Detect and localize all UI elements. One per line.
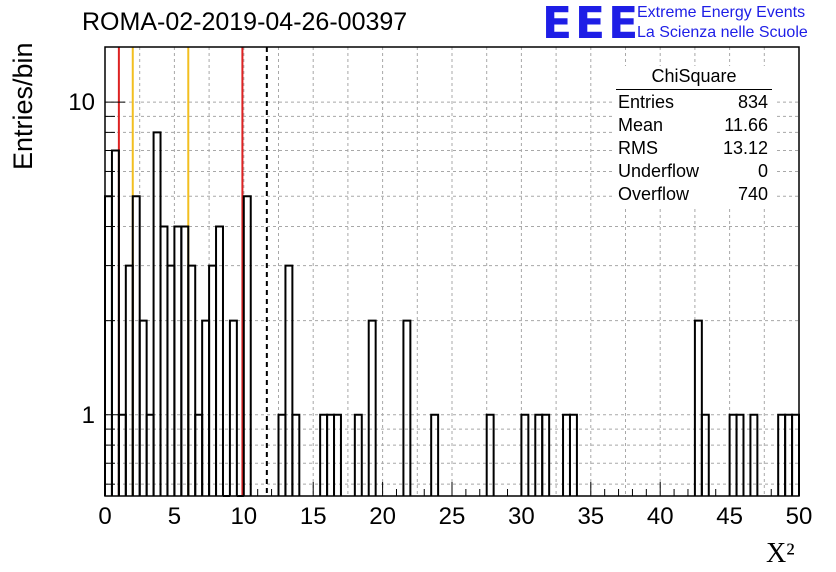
- histogram-bin: [208, 264, 218, 496]
- y-tick-label: 1: [82, 402, 95, 429]
- histogram-bin: [284, 264, 294, 496]
- x-tick-label: 35: [577, 503, 604, 530]
- stats-label: Entries: [618, 92, 675, 112]
- x-tick-label: 5: [168, 503, 181, 530]
- histogram-bin: [124, 264, 134, 496]
- stats-row-overflow: Overflow 740: [612, 183, 776, 206]
- histogram-bin: [700, 413, 710, 496]
- histogram-bin: [541, 413, 551, 496]
- histogram-bin: [152, 131, 162, 496]
- x-tick-label: 10: [230, 503, 257, 530]
- logo-line-1: Extreme Energy Events: [637, 4, 806, 21]
- x-axis-label: X²: [766, 538, 795, 569]
- histogram-bin: [367, 319, 377, 496]
- histogram-bin: [291, 413, 301, 496]
- stats-value: 11.66: [724, 115, 768, 135]
- histogram-bin: [485, 413, 495, 496]
- histogram-bin: [201, 319, 211, 496]
- stats-value: 834: [737, 92, 768, 112]
- histogram-bin: [228, 319, 238, 496]
- histogram-bin: [138, 319, 148, 496]
- x-tick-label: 40: [647, 503, 674, 530]
- histogram-bin: [110, 149, 120, 496]
- y-axis-label: Entries/bin: [8, 42, 38, 170]
- y-tick-label: 10: [68, 89, 95, 116]
- stats-row-underflow: Underflow 0: [612, 160, 776, 183]
- x-tick-label: 45: [716, 503, 743, 530]
- stats-label: RMS: [618, 138, 658, 158]
- stats-value: 0: [757, 161, 768, 181]
- histogram-bin: [520, 413, 530, 496]
- stats-row-mean: Mean 11.66: [612, 114, 776, 137]
- x-tick-label: 25: [439, 503, 466, 530]
- histogram-bin: [402, 319, 412, 496]
- histogram-bin: [242, 195, 252, 496]
- histogram-bin: [735, 413, 745, 496]
- stats-box: ChiSquare Entries 834 Mean 11.66 RMS 13.…: [612, 66, 776, 206]
- chart-title: ROMA-02-2019-04-26-00397: [82, 8, 408, 36]
- x-tick-label: 30: [508, 503, 535, 530]
- stats-value: 740: [737, 184, 768, 204]
- histogram-bin: [215, 225, 224, 496]
- stats-title: ChiSquare: [616, 66, 772, 90]
- stats-value: 13.12: [722, 138, 768, 158]
- histogram-bin: [333, 413, 342, 496]
- histogram-bin: [104, 195, 113, 496]
- stats-label: Mean: [618, 115, 664, 135]
- histogram-bin: [159, 225, 169, 496]
- logo-line-2: La Scienza nelle Scuole: [637, 24, 808, 41]
- histogram-bin: [131, 195, 141, 496]
- eee-logo: EEE: [542, 0, 642, 49]
- histogram-bin: [693, 319, 703, 496]
- histogram-bin: [187, 264, 197, 496]
- histogram-bin: [353, 413, 363, 496]
- x-tick-label: 15: [300, 503, 327, 530]
- histogram-bin: [173, 225, 183, 496]
- stats-row-rms: RMS 13.12: [612, 137, 776, 160]
- histogram-bin: [430, 413, 440, 496]
- stats-label: Underflow: [618, 161, 700, 181]
- stats-label: Overflow: [618, 184, 690, 204]
- x-tick-label: 0: [98, 503, 111, 530]
- histogram-bin: [568, 413, 578, 496]
- x-tick-label: 20: [369, 503, 396, 530]
- histogram-bin: [749, 413, 759, 496]
- histogram-bin: [166, 264, 176, 496]
- histogram-bin: [180, 225, 190, 496]
- stats-row-entries: Entries 834: [612, 91, 776, 114]
- x-tick-label: 50: [786, 503, 813, 530]
